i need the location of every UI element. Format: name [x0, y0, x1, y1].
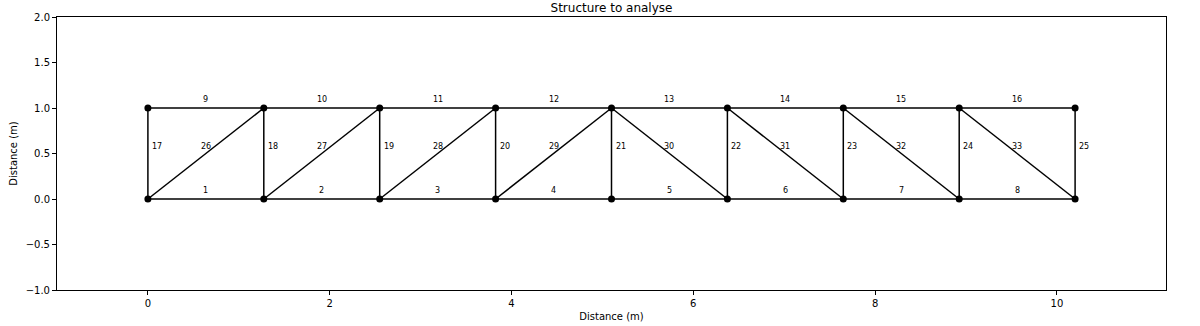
svg-text:21: 21 [616, 142, 626, 151]
svg-text:23: 23 [847, 142, 857, 151]
svg-text:26: 26 [201, 142, 211, 151]
svg-text:1: 1 [203, 186, 208, 195]
svg-text:17: 17 [152, 142, 162, 151]
svg-text:14: 14 [780, 95, 790, 104]
svg-text:5: 5 [667, 186, 672, 195]
svg-text:16: 16 [1012, 95, 1022, 104]
svg-text:12: 12 [549, 95, 559, 104]
svg-text:9: 9 [203, 95, 208, 104]
svg-text:6: 6 [783, 186, 788, 195]
svg-text:4: 4 [551, 186, 556, 195]
svg-text:24: 24 [963, 142, 973, 151]
svg-text:27: 27 [317, 142, 327, 151]
svg-text:11: 11 [433, 95, 443, 104]
svg-text:Distance (m): Distance (m) [579, 311, 644, 322]
svg-text:3: 3 [435, 186, 440, 195]
svg-text:31: 31 [780, 142, 790, 151]
svg-text:28: 28 [433, 142, 443, 151]
svg-text:Structure to analyse: Structure to analyse [551, 1, 673, 15]
svg-text:22: 22 [731, 142, 741, 151]
svg-text:30: 30 [664, 142, 674, 151]
svg-text:13: 13 [664, 95, 674, 104]
svg-text:2: 2 [319, 186, 324, 195]
svg-text:1.0: 1.0 [34, 103, 50, 114]
svg-text:2: 2 [327, 298, 333, 309]
svg-text:2.0: 2.0 [34, 12, 50, 23]
svg-text:18: 18 [268, 142, 278, 151]
svg-text:0.0: 0.0 [34, 194, 50, 205]
svg-text:8: 8 [872, 298, 878, 309]
svg-text:15: 15 [896, 95, 906, 104]
svg-text:Distance (m): Distance (m) [8, 121, 19, 186]
svg-text:10: 10 [1051, 298, 1064, 309]
svg-text:0.5: 0.5 [34, 148, 50, 159]
svg-text:1.5: 1.5 [34, 57, 50, 68]
svg-text:8: 8 [1015, 186, 1020, 195]
svg-text:29: 29 [549, 142, 559, 151]
svg-text:0: 0 [145, 298, 151, 309]
svg-text:4: 4 [508, 298, 514, 309]
svg-text:7: 7 [899, 186, 904, 195]
svg-text:32: 32 [896, 142, 906, 151]
svg-text:20: 20 [500, 142, 510, 151]
svg-text:19: 19 [384, 142, 394, 151]
svg-text:6: 6 [690, 298, 696, 309]
svg-text:10: 10 [317, 95, 327, 104]
svg-text:25: 25 [1079, 142, 1089, 151]
svg-text:−1.0: −1.0 [26, 285, 50, 296]
svg-text:33: 33 [1012, 142, 1022, 151]
svg-text:−0.5: −0.5 [26, 239, 50, 250]
